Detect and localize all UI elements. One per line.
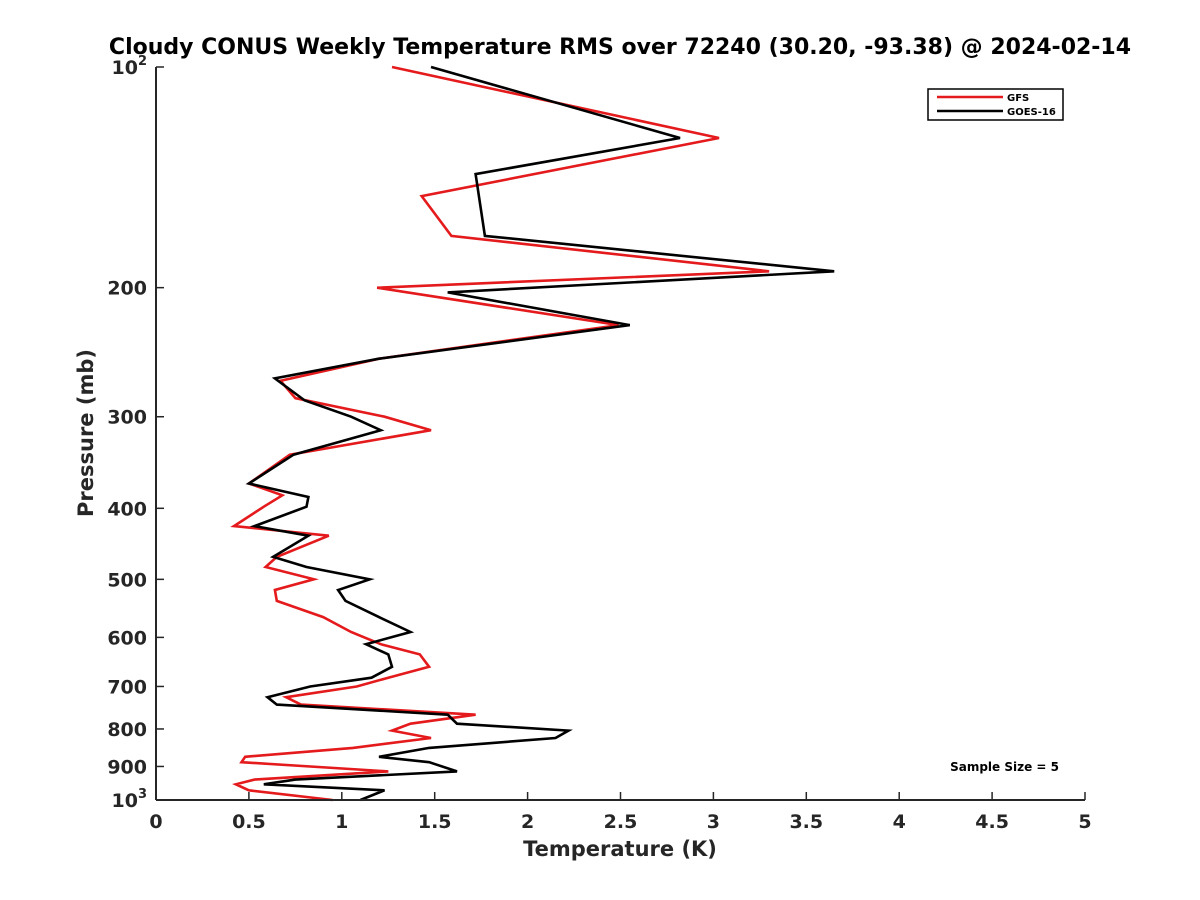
y-tick-label: 600 — [107, 627, 147, 649]
chart-title: Cloudy CONUS Weekly Temperature RMS over… — [109, 35, 1131, 60]
x-tick-label: 0 — [149, 811, 162, 833]
x-tick-label: 2 — [521, 811, 534, 833]
legend: GFS GOES-16 — [927, 88, 1064, 121]
series-lines — [230, 65, 835, 802]
x-tick-label: 1.5 — [418, 811, 452, 833]
y-tick-label: 400 — [107, 498, 147, 520]
x-tick-label: 5 — [1078, 811, 1091, 833]
plot-area — [156, 67, 1085, 800]
series-line-goes16 — [245, 65, 835, 802]
y-tick-label: 103 — [112, 787, 148, 812]
x-tick-label: 4.5 — [975, 811, 1009, 833]
y-tick-label: 900 — [107, 756, 147, 778]
y-tick-label: 102 — [112, 54, 148, 79]
x-axis-ticks: 0 0.5 1 1.5 2 2.5 3 3.5 4 4.5 5 — [149, 792, 1092, 833]
x-tick-label: 1 — [335, 811, 348, 833]
x-tick-label: 3 — [707, 811, 720, 833]
y-axis-title: Pressure (mb) — [74, 349, 98, 517]
y-tick-label: 300 — [107, 407, 147, 429]
legend-label-goes16: GOES-16 — [1007, 107, 1056, 118]
y-tick-label: 800 — [107, 719, 147, 741]
x-tick-label: 0.5 — [232, 811, 266, 833]
y-tick-label: 700 — [107, 676, 147, 698]
x-tick-label: 2.5 — [604, 811, 638, 833]
legend-box — [927, 88, 1064, 121]
y-axis-ticks: 102 200 300 400 500 600 700 800 900 103 — [107, 54, 164, 812]
x-tick-label: 3.5 — [789, 811, 823, 833]
x-tick-label: 4 — [893, 811, 906, 833]
y-tick-label: 500 — [107, 569, 147, 591]
x-axis-title: Temperature (K) — [523, 837, 717, 861]
legend-label-gfs: GFS — [1007, 93, 1029, 104]
y-tick-label: 200 — [107, 278, 147, 300]
sample-size-annotation: Sample Size = 5 — [950, 760, 1059, 774]
